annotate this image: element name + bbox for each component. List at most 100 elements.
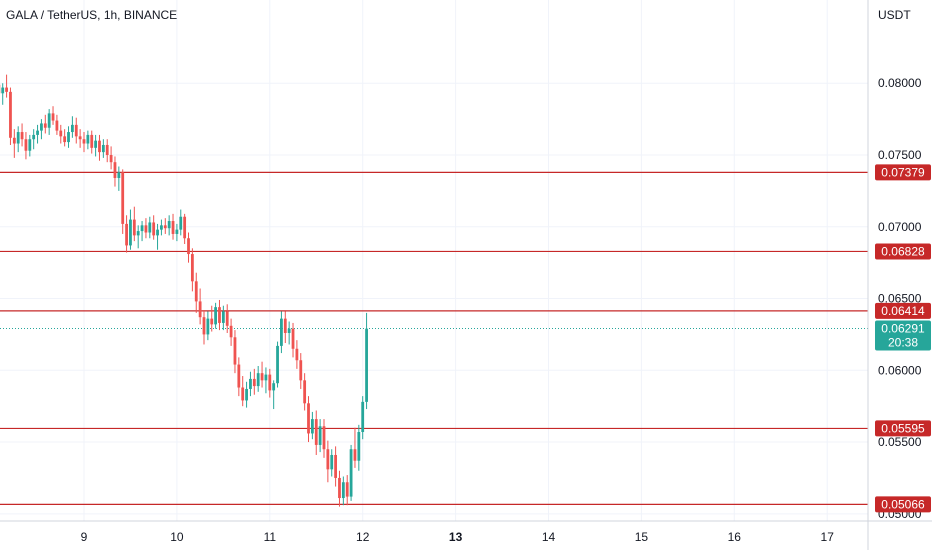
candle-up xyxy=(221,311,225,323)
level-price-label: 0.05066 xyxy=(881,497,925,511)
candle-up xyxy=(357,432,361,461)
candle-up xyxy=(318,426,322,445)
candle-down xyxy=(74,124,78,137)
candle-down xyxy=(198,301,202,318)
candle-down xyxy=(345,482,349,497)
candle-down xyxy=(121,172,125,224)
time-tick-label: 11 xyxy=(264,530,277,544)
candle-up xyxy=(136,231,140,236)
candle-down xyxy=(260,373,264,381)
candle-up xyxy=(276,345,279,384)
candles xyxy=(0,74,368,507)
candle-up xyxy=(175,229,179,234)
candle-down xyxy=(113,162,117,178)
candle-down xyxy=(190,254,194,282)
level-price-tag xyxy=(875,420,931,437)
support-resistance-lines xyxy=(0,171,868,505)
candle-up xyxy=(245,388,248,401)
candle-down xyxy=(59,130,63,137)
candle-up xyxy=(206,318,210,335)
time-tick-label: 15 xyxy=(635,530,649,544)
level-price-tag xyxy=(875,302,931,319)
candle-down xyxy=(152,222,156,236)
candle-up xyxy=(148,222,152,233)
candle-down xyxy=(268,374,272,391)
last-price-tag xyxy=(875,320,931,351)
level-price-tag xyxy=(875,496,931,513)
time-tick-label: 16 xyxy=(728,530,742,544)
candle-up xyxy=(156,229,159,236)
level-price-tag xyxy=(875,164,931,181)
candle-up xyxy=(28,139,32,151)
candle-down xyxy=(237,364,241,388)
level-price-label: 0.07379 xyxy=(881,165,925,179)
candle-up xyxy=(361,401,365,433)
candle-down xyxy=(187,238,190,255)
candle-up xyxy=(160,225,163,230)
time-axis[interactable]: 9 10 11 12 13 14 15 16 17 xyxy=(81,530,835,544)
price-tick-label: 0.05500 xyxy=(878,435,922,449)
candle-up xyxy=(272,383,276,391)
candle-down xyxy=(82,139,86,144)
candle-down xyxy=(63,136,67,143)
candle-down xyxy=(307,403,310,434)
candle-down xyxy=(132,219,136,236)
candle-up xyxy=(140,225,144,232)
chart-title: GALA / TetherUS, 1h, BINANCE xyxy=(6,8,178,22)
candle-down xyxy=(225,311,229,326)
time-tick-label: 17 xyxy=(821,530,835,544)
candle-up xyxy=(86,134,90,144)
candle-down xyxy=(295,348,299,361)
candle-up xyxy=(249,378,252,389)
candle-down xyxy=(12,137,16,144)
candle-up xyxy=(32,134,36,140)
candle-up xyxy=(349,449,353,497)
candle-up xyxy=(67,132,70,143)
currency-label: USDT xyxy=(878,8,911,22)
candle-down xyxy=(171,221,175,234)
time-tick-label: 13 xyxy=(449,530,463,544)
candle-down xyxy=(5,87,8,92)
candle-up xyxy=(70,124,74,133)
candle-down xyxy=(202,317,206,335)
candle-up xyxy=(256,373,260,387)
candle-up xyxy=(179,216,183,230)
candle-up xyxy=(330,454,334,470)
price-tick-label: 0.06000 xyxy=(878,363,922,377)
price-axis[interactable]: 0.08000 0.07500 0.07000 0.06500 0.06000 0.055… xyxy=(878,76,922,521)
candle-down xyxy=(183,216,187,239)
price-tick-label: 0.07000 xyxy=(878,220,922,234)
candle-down xyxy=(9,91,12,138)
candle-up xyxy=(129,219,132,246)
candle-up xyxy=(94,140,98,148)
candle-down xyxy=(338,477,341,499)
time-tick-label: 12 xyxy=(356,530,370,544)
candle-up xyxy=(167,221,171,229)
price-tick-label: 0.08000 xyxy=(878,76,922,90)
candle-down xyxy=(51,113,55,121)
candle-down xyxy=(241,387,245,401)
candle-up xyxy=(280,318,283,346)
candle-up xyxy=(310,419,314,434)
candle-down xyxy=(291,328,295,349)
candle-up xyxy=(47,113,51,128)
candle-down xyxy=(55,120,59,131)
time-tick-label: 10 xyxy=(170,530,184,544)
candle-down xyxy=(98,140,101,153)
candle-up xyxy=(40,123,43,131)
candle-down xyxy=(90,134,94,148)
candle-down xyxy=(20,132,24,140)
candle-down xyxy=(314,419,318,445)
candle-down xyxy=(194,281,198,302)
grid-lines xyxy=(0,0,868,521)
level-price-label: 0.06828 xyxy=(881,244,925,258)
candle-down xyxy=(218,307,221,323)
candle-down xyxy=(24,139,28,151)
candle-up xyxy=(214,307,218,325)
candle-down xyxy=(303,380,307,404)
candle-down xyxy=(78,136,82,140)
candle-down xyxy=(299,360,303,381)
bar-countdown-label: 20:38 xyxy=(888,336,918,350)
time-tick-label: 9 xyxy=(81,530,88,544)
